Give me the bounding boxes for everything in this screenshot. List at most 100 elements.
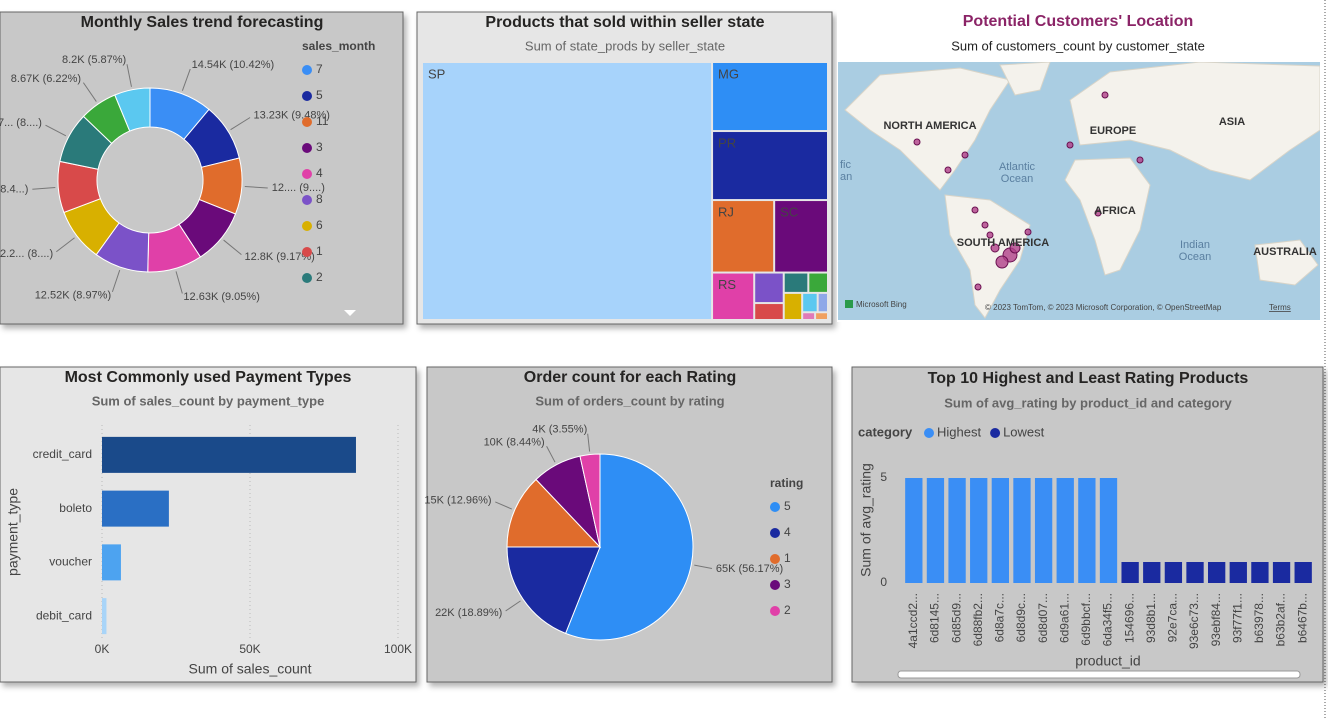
leader-line <box>111 269 121 293</box>
x-tick-label: 6d9bbcf... <box>1079 593 1093 646</box>
slice <box>579 453 601 548</box>
leader-line <box>175 271 183 294</box>
leader-line <box>223 239 242 256</box>
data-label: 11.78K (8.4...) <box>0 183 28 195</box>
bubble <box>913 138 921 146</box>
tile-label: RJ <box>718 204 734 219</box>
chart-title: Monthly Sales trend forecasting <box>81 14 324 31</box>
legend-label: 6 <box>316 218 323 232</box>
legend-swatch <box>302 91 312 101</box>
x-tick-label: 50K <box>239 642 260 656</box>
tile-label: MG <box>718 66 739 81</box>
chart-subtitle: Sum of avg_rating by product_id and cate… <box>944 395 1232 410</box>
bar <box>102 490 169 527</box>
bubble <box>1024 228 1032 236</box>
legend-label: 1 <box>316 244 323 258</box>
slice <box>506 478 602 548</box>
bar <box>1164 562 1183 583</box>
x-tick-label: 92e7ca... <box>1166 593 1180 642</box>
data-label: 12.8K (9.17%) <box>245 251 315 263</box>
bubble <box>961 151 969 159</box>
y-tick-label: voucher <box>49 555 92 569</box>
map-label: Ocean <box>1179 251 1211 263</box>
scroll-arrow[interactable] <box>344 310 356 316</box>
data-label: 12.2... (8....) <box>0 248 53 260</box>
scrollbar[interactable] <box>897 670 1301 679</box>
data-label: 8.2K (5.87%) <box>62 54 126 66</box>
tile <box>803 293 817 312</box>
bubble <box>1101 91 1109 99</box>
x-tick-label: 0K <box>95 642 110 656</box>
leader-line <box>244 185 268 189</box>
x-tick-label: b6467b... <box>1295 593 1309 643</box>
data-label: 13.23K (9.48%) <box>253 109 329 121</box>
bar <box>970 478 988 583</box>
leader-line <box>546 446 556 463</box>
slice <box>114 87 151 132</box>
legend-swatch <box>990 428 1001 438</box>
leader-line <box>56 237 75 253</box>
bar <box>1143 562 1161 583</box>
x-tick-label: 6d8d9c... <box>1014 593 1028 642</box>
bar <box>1013 478 1031 583</box>
map-logo-icon <box>845 300 853 308</box>
tile-label: SC <box>780 204 798 219</box>
data-label: 12.63K (9.05%) <box>183 291 259 303</box>
legend-swatch <box>770 580 780 590</box>
chart-subtitle: Sum of customers_count by customer_state <box>951 38 1205 53</box>
bar <box>102 598 107 635</box>
bar <box>1186 562 1204 583</box>
bubble <box>1009 242 1021 254</box>
bubble <box>971 206 979 214</box>
bubble <box>944 166 952 174</box>
bubble <box>981 221 989 229</box>
bar <box>102 436 356 473</box>
x-tick-label: 6d9a61... <box>1057 593 1071 643</box>
bar <box>1121 562 1139 583</box>
map-label: Ocean <box>1001 173 1033 185</box>
x-tick-label: 6d88fb2... <box>971 593 985 646</box>
leader-line <box>126 64 132 87</box>
chart-title: Most Commonly used Payment Types <box>65 369 352 386</box>
legend-label: 11 <box>316 114 329 128</box>
tile <box>803 313 815 319</box>
chart-title: Top 10 Highest and Least Rating Products <box>928 370 1249 387</box>
tile-label: SP <box>428 66 445 81</box>
leader-line <box>82 82 97 102</box>
legend-swatch <box>770 606 780 616</box>
legend-label: 8 <box>316 192 323 206</box>
chart-subtitle: Sum of sales_count by payment_type <box>92 393 325 408</box>
legend-swatch <box>302 143 312 153</box>
bar <box>905 478 923 583</box>
map-label: Indian <box>1180 239 1210 251</box>
tile <box>784 273 808 292</box>
map-label: NORTH AMERICA <box>883 120 976 132</box>
legend-label: 5 <box>784 499 791 513</box>
map: NORTH AMERICA EUROPE ASIA Atlantic Ocean… <box>838 62 1320 320</box>
tile <box>755 304 783 319</box>
x-tick-label: 93ebf84... <box>1209 593 1223 646</box>
land <box>844 67 1011 191</box>
tile <box>784 293 802 319</box>
data-label: 8.67K (6.22%) <box>11 73 81 85</box>
map-terms[interactable]: Terms <box>1269 303 1291 312</box>
x-tick-label: 6d85d9... <box>949 593 963 643</box>
legend-title: rating <box>770 476 803 490</box>
land <box>1254 239 1319 286</box>
tile <box>816 313 827 319</box>
x-tick-label: 93f77f1... <box>1230 593 1244 643</box>
bubble <box>974 283 982 291</box>
x-tick-label: 100K <box>384 642 412 656</box>
bubble <box>986 231 994 239</box>
legend-swatch <box>302 221 312 231</box>
legend-label: 4 <box>316 166 323 180</box>
bubble <box>1066 141 1074 149</box>
tile <box>809 273 827 292</box>
legend-label: 4 <box>784 525 791 539</box>
legend-label: 3 <box>784 577 791 591</box>
land <box>999 62 1051 96</box>
bubble <box>995 255 1009 269</box>
leader-line <box>495 501 513 510</box>
legend-label: Lowest <box>1003 424 1045 439</box>
